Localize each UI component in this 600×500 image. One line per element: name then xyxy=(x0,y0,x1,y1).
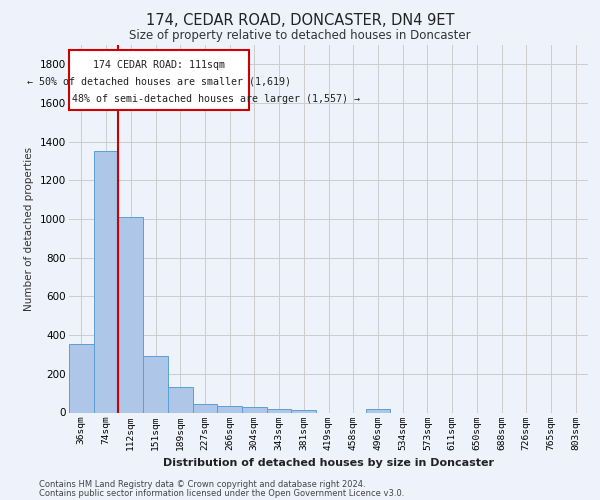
Bar xyxy=(143,356,168,412)
FancyBboxPatch shape xyxy=(70,50,250,110)
Text: Contains public sector information licensed under the Open Government Licence v3: Contains public sector information licen… xyxy=(39,488,404,498)
Text: 174, CEDAR ROAD, DONCASTER, DN4 9ET: 174, CEDAR ROAD, DONCASTER, DN4 9ET xyxy=(146,13,454,28)
Bar xyxy=(193,404,217,412)
Bar xyxy=(267,408,292,412)
Text: 174 CEDAR ROAD: 111sqm: 174 CEDAR ROAD: 111sqm xyxy=(94,60,226,70)
X-axis label: Distribution of detached houses by size in Doncaster: Distribution of detached houses by size … xyxy=(163,458,494,468)
Y-axis label: Number of detached properties: Number of detached properties xyxy=(25,146,34,311)
Bar xyxy=(292,410,316,412)
Bar xyxy=(217,406,242,412)
Bar xyxy=(365,408,390,412)
Bar xyxy=(242,408,267,412)
Text: ← 50% of detached houses are smaller (1,619): ← 50% of detached houses are smaller (1,… xyxy=(28,77,292,87)
Text: Size of property relative to detached houses in Doncaster: Size of property relative to detached ho… xyxy=(129,29,471,42)
Bar xyxy=(168,388,193,412)
Bar xyxy=(118,217,143,412)
Text: Contains HM Land Registry data © Crown copyright and database right 2024.: Contains HM Land Registry data © Crown c… xyxy=(39,480,365,489)
Bar xyxy=(69,344,94,412)
Bar xyxy=(94,152,118,412)
Text: 48% of semi-detached houses are larger (1,557) →: 48% of semi-detached houses are larger (… xyxy=(72,94,360,104)
